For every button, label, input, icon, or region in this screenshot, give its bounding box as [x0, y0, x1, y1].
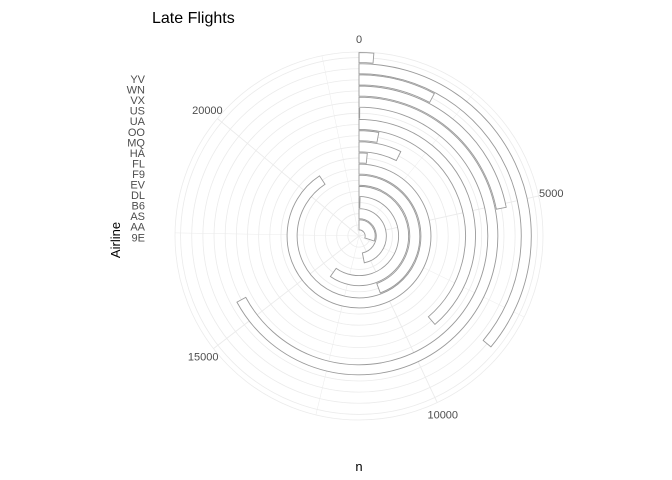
- theta-tick-labels: 0 5000 10000 15000 20000: [188, 34, 564, 421]
- bar-f9: [358, 152, 368, 164]
- bar-b6: [329, 185, 410, 287]
- grid-spoke: [358, 195, 539, 237]
- bar-aa: [358, 208, 387, 264]
- grid-spoke: [213, 235, 360, 349]
- theta-tick-label: 10000: [427, 409, 458, 421]
- grid-spoke: [358, 235, 525, 318]
- airline-label: B6: [132, 201, 145, 213]
- airline-label: WN: [127, 85, 145, 97]
- y-axis-title: Airline: [108, 222, 123, 258]
- bar-ha: [358, 130, 380, 143]
- airline-label: YV: [130, 74, 145, 86]
- airline-label: AA: [130, 222, 145, 234]
- airline-label: OO: [128, 127, 146, 139]
- bar-us: [358, 85, 507, 210]
- airline-label: AS: [130, 211, 145, 223]
- bar-ev: [286, 163, 432, 309]
- bar-vx: [358, 74, 435, 104]
- bar-fl: [358, 141, 402, 162]
- airline-label: UA: [130, 116, 146, 128]
- airline-label: HA: [130, 148, 146, 160]
- grid-spoke: [358, 92, 475, 237]
- bars: [236, 52, 532, 376]
- bar-wn: [358, 63, 532, 348]
- bar-as: [358, 197, 361, 209]
- airline-label: EV: [130, 180, 145, 192]
- airline-label: DL: [131, 190, 145, 202]
- bar-ua: [236, 96, 499, 376]
- x-axis-title: n: [355, 459, 362, 474]
- theta-tick-label: 20000: [192, 105, 223, 117]
- bar-mq: [358, 119, 476, 326]
- grid-spoke: [315, 235, 360, 415]
- theta-tick-label: 5000: [539, 188, 563, 200]
- angular-grid: [175, 52, 539, 415]
- bar-yv: [358, 52, 375, 64]
- airline-label: 9E: [132, 232, 145, 244]
- grid-spoke: [175, 232, 360, 237]
- grid-spoke: [358, 235, 438, 403]
- airline-label: F9: [132, 169, 145, 181]
- grid-spoke: [321, 55, 360, 237]
- airline-label: FL: [132, 158, 145, 170]
- chart-title: Late Flights: [152, 10, 235, 27]
- airline-label: VX: [130, 95, 145, 107]
- bar-dl: [358, 174, 421, 294]
- airline-label: US: [130, 106, 145, 118]
- airline-label: MQ: [127, 137, 145, 149]
- theta-tick-label: 15000: [188, 352, 219, 364]
- theta-tick-label: 0: [356, 34, 362, 46]
- grid-spoke: [217, 118, 360, 237]
- bar-9e: [358, 219, 376, 242]
- bar-oo: [358, 107, 361, 119]
